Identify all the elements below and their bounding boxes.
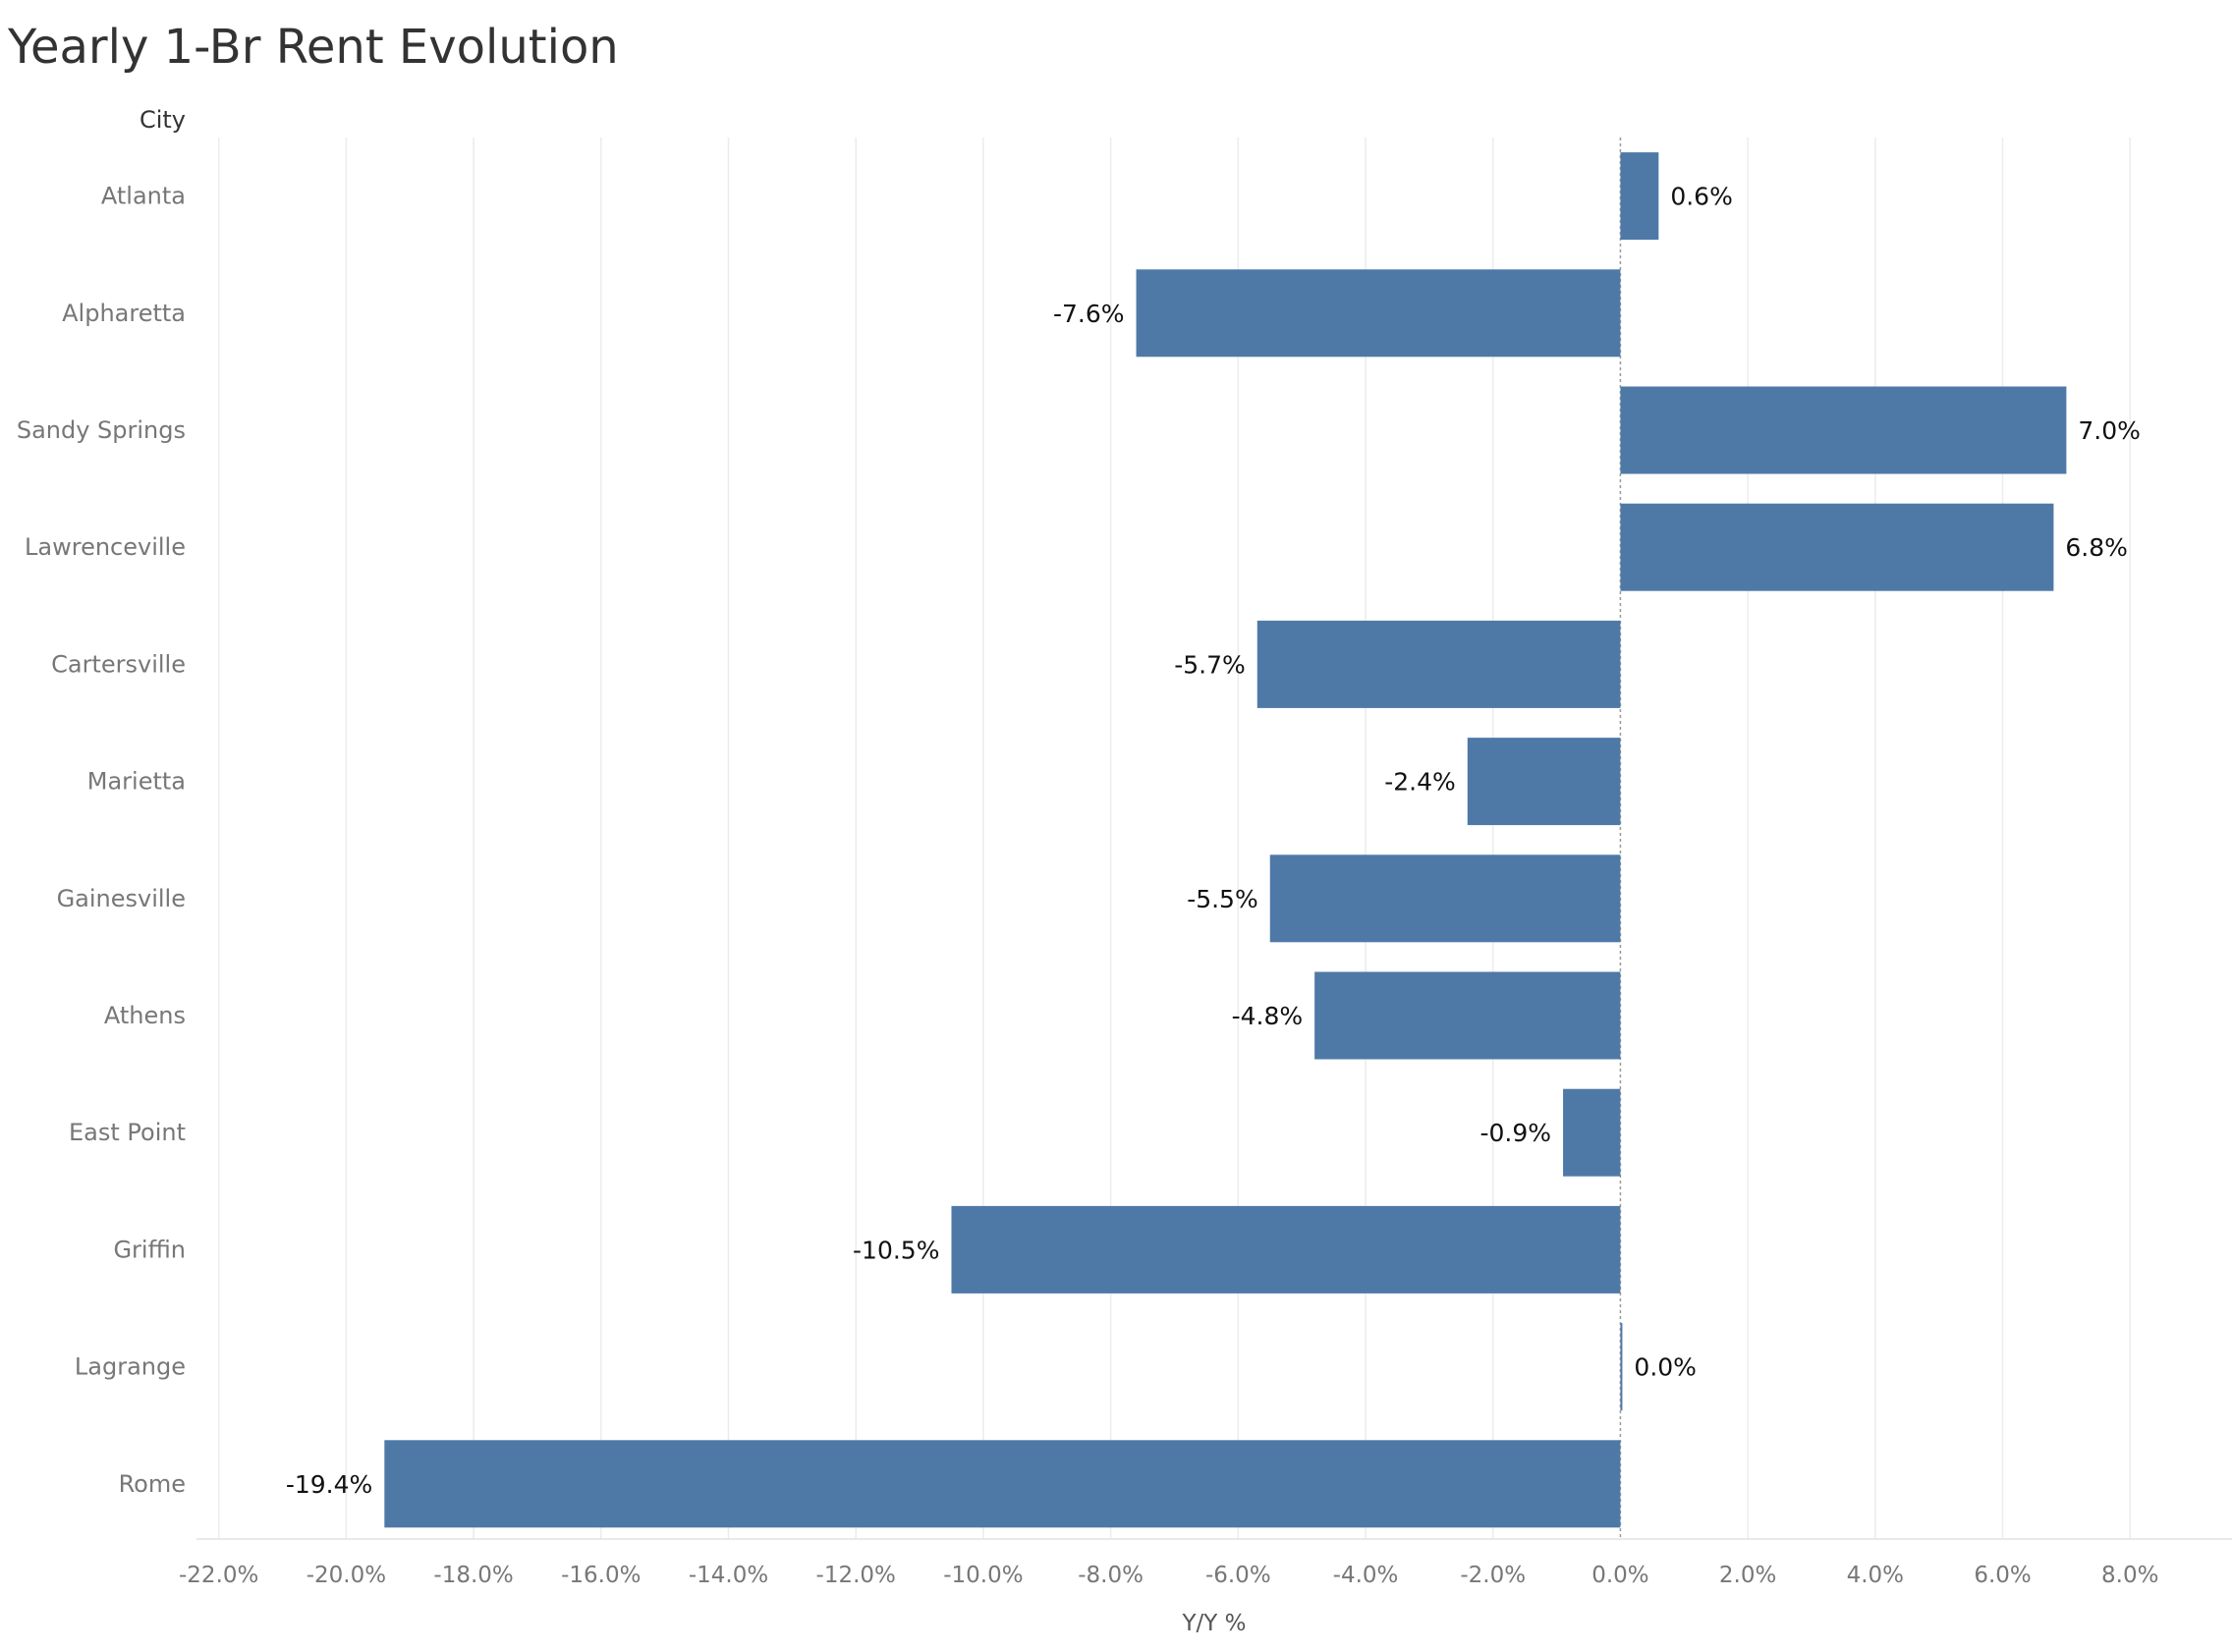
x-axis-title: Y/Y % [1181, 1611, 1246, 1636]
value-label-atlanta: 0.6% [1670, 183, 1733, 211]
category-label-lagrange: Lagrange [75, 1353, 186, 1381]
chart-title: Yearly 1-Br Rent Evolution [7, 20, 619, 75]
value-label-rome: -19.4% [286, 1470, 372, 1499]
bar-atlanta [1620, 152, 1659, 241]
x-tick-label: -4.0% [1333, 1563, 1399, 1588]
category-label-lawrenceville: Lawrenceville [25, 533, 186, 561]
value-label-marietta: -2.4% [1384, 768, 1456, 797]
x-tick-label: -14.0% [689, 1563, 768, 1588]
category-label-sandy-springs: Sandy Springs [17, 416, 186, 444]
value-label-lawrenceville: 6.8% [2065, 533, 2128, 562]
value-label-sandy-springs: 7.0% [2078, 416, 2141, 445]
category-label-griffin: Griffin [113, 1236, 186, 1263]
category-label-cartersville: Cartersville [51, 650, 186, 678]
category-label-marietta: Marietta [87, 768, 186, 796]
x-axis-ticks: -22.0% -20.0% -18.0% -16.0% -14.0% -12.0% -10.… [179, 1563, 2158, 1588]
value-label-lagrange: 0.0% [1634, 1353, 1697, 1382]
bar-lagrange [1620, 1323, 1623, 1411]
x-tick-label: -22.0% [179, 1563, 258, 1588]
bars [384, 152, 2067, 1528]
category-label-gainesville: Gainesville [57, 885, 186, 912]
value-labels: 0.6% -7.6% 7.0% 6.8% -5.7% -2.4% -5.5% -4.8% -0.… [286, 183, 2141, 1499]
x-tick-label: 2.0% [1719, 1563, 1776, 1588]
x-tick-label: 0.0% [1591, 1563, 1648, 1588]
category-labels: Atlanta Alpharetta Sandy Springs Lawrencevi… [17, 183, 186, 1498]
gridlines [217, 138, 2131, 1539]
value-label-east-point: -0.9% [1480, 1119, 1552, 1147]
value-label-gainesville: -5.5% [1187, 885, 1258, 913]
x-tick-label: -16.0% [561, 1563, 641, 1588]
x-tick-label: 4.0% [1847, 1563, 1904, 1588]
bar-sandy-springs [1620, 386, 2067, 474]
bar-east-point [1563, 1088, 1621, 1177]
bar-lawrenceville [1620, 503, 2054, 591]
value-label-athens: -4.8% [1232, 1002, 1304, 1030]
x-tick-label: 8.0% [2101, 1563, 2158, 1588]
x-tick-label: -20.0% [307, 1563, 386, 1588]
bar-rome [384, 1440, 1621, 1528]
x-tick-label: -18.0% [433, 1563, 513, 1588]
bar-marietta [1467, 738, 1621, 826]
category-label-athens: Athens [104, 1002, 186, 1029]
value-label-griffin: -10.5% [853, 1236, 939, 1264]
x-tick-label: -10.0% [943, 1563, 1023, 1588]
bar-alpharetta [1136, 269, 1621, 358]
row-header: City [140, 106, 186, 134]
category-label-east-point: East Point [69, 1119, 186, 1146]
x-tick-label: -2.0% [1460, 1563, 1526, 1588]
category-label-alpharetta: Alpharetta [62, 300, 186, 327]
x-tick-label: -8.0% [1078, 1563, 1144, 1588]
bar-cartersville [1256, 620, 1621, 708]
category-label-rome: Rome [119, 1470, 186, 1498]
x-tick-label: -12.0% [816, 1563, 896, 1588]
bar-athens [1314, 971, 1621, 1060]
x-tick-label: 6.0% [1974, 1563, 2031, 1588]
value-label-cartersville: -5.7% [1174, 650, 1246, 679]
bar-gainesville [1269, 854, 1621, 943]
value-label-alpharetta: -7.6% [1053, 300, 1125, 328]
x-tick-label: -6.0% [1205, 1563, 1271, 1588]
bar-griffin [951, 1205, 1621, 1294]
category-label-atlanta: Atlanta [101, 183, 186, 210]
